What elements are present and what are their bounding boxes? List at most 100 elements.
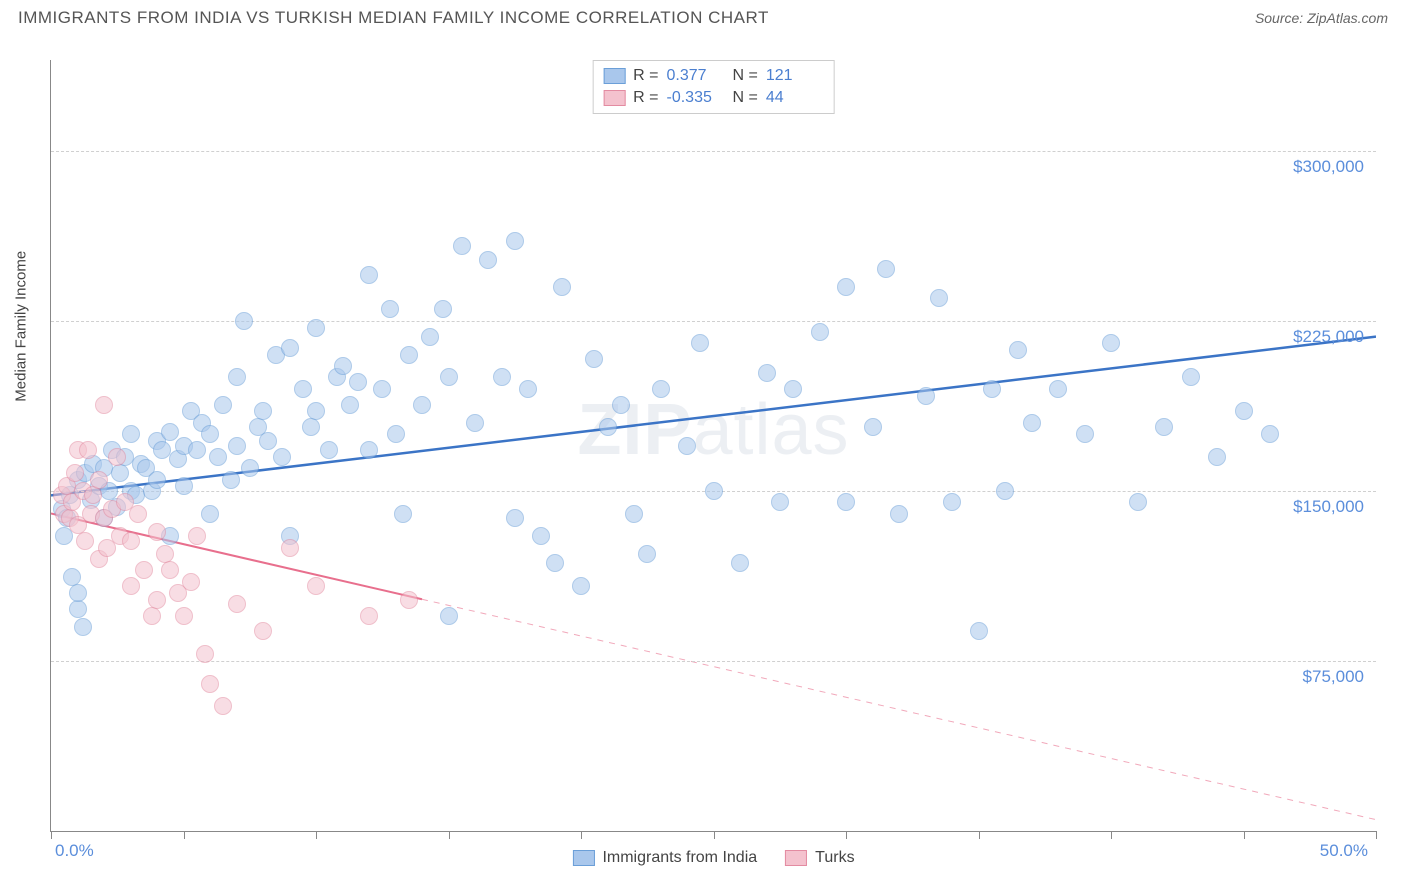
data-point bbox=[175, 477, 193, 495]
data-point bbox=[66, 464, 84, 482]
x-tick bbox=[449, 831, 450, 839]
y-tick-label: $300,000 bbox=[1293, 157, 1364, 177]
data-point bbox=[678, 437, 696, 455]
data-point bbox=[307, 319, 325, 337]
data-point bbox=[341, 396, 359, 414]
data-point bbox=[111, 464, 129, 482]
legend-label-1: Immigrants from India bbox=[602, 849, 757, 867]
data-point bbox=[519, 380, 537, 398]
data-point bbox=[890, 505, 908, 523]
y-tick-label: $75,000 bbox=[1303, 667, 1364, 687]
data-point bbox=[259, 432, 277, 450]
data-point bbox=[493, 368, 511, 386]
data-point bbox=[129, 505, 147, 523]
data-point bbox=[837, 493, 855, 511]
x-tick bbox=[1111, 831, 1112, 839]
data-point bbox=[943, 493, 961, 511]
data-point bbox=[76, 532, 94, 550]
x-tick bbox=[184, 831, 185, 839]
data-point bbox=[1129, 493, 1147, 511]
x-tick bbox=[1244, 831, 1245, 839]
y-tick-label: $225,000 bbox=[1293, 327, 1364, 347]
data-point bbox=[553, 278, 571, 296]
r-value-1: 0.377 bbox=[667, 67, 725, 85]
data-point bbox=[307, 402, 325, 420]
data-point bbox=[731, 554, 749, 572]
data-point bbox=[930, 289, 948, 307]
r-value-2: -0.335 bbox=[667, 89, 725, 107]
bottom-legend: Immigrants from India Turks bbox=[572, 849, 854, 867]
data-point bbox=[784, 380, 802, 398]
data-point bbox=[201, 505, 219, 523]
data-point bbox=[421, 328, 439, 346]
data-point bbox=[148, 591, 166, 609]
data-point bbox=[877, 260, 895, 278]
data-point bbox=[135, 561, 153, 579]
data-point bbox=[917, 387, 935, 405]
data-point bbox=[95, 396, 113, 414]
data-point bbox=[122, 577, 140, 595]
data-point bbox=[1076, 425, 1094, 443]
data-point bbox=[1049, 380, 1067, 398]
y-tick-label: $150,000 bbox=[1293, 497, 1364, 517]
data-point bbox=[970, 622, 988, 640]
data-point bbox=[546, 554, 564, 572]
data-point bbox=[691, 334, 709, 352]
data-point bbox=[320, 441, 338, 459]
data-point bbox=[307, 577, 325, 595]
data-point bbox=[983, 380, 1001, 398]
data-point bbox=[1208, 448, 1226, 466]
data-point bbox=[228, 368, 246, 386]
data-point bbox=[1235, 402, 1253, 420]
data-point bbox=[122, 532, 140, 550]
stats-row-series-1: R = 0.377 N = 121 bbox=[603, 65, 824, 87]
data-point bbox=[440, 607, 458, 625]
x-tick-label: 0.0% bbox=[55, 841, 94, 861]
data-point bbox=[400, 346, 418, 364]
data-point bbox=[254, 402, 272, 420]
watermark-atlas: atlas bbox=[692, 390, 849, 470]
chart-title: IMMIGRANTS FROM INDIA VS TURKISH MEDIAN … bbox=[18, 8, 769, 28]
data-point bbox=[771, 493, 789, 511]
data-point bbox=[196, 645, 214, 663]
data-point bbox=[585, 350, 603, 368]
data-point bbox=[228, 595, 246, 613]
data-point bbox=[466, 414, 484, 432]
data-point bbox=[74, 618, 92, 636]
data-point bbox=[440, 368, 458, 386]
data-point bbox=[182, 573, 200, 591]
data-point bbox=[572, 577, 590, 595]
data-point bbox=[705, 482, 723, 500]
x-tick-label: 50.0% bbox=[1320, 841, 1368, 861]
n-value-1: 121 bbox=[766, 67, 824, 85]
trend-lines-svg bbox=[51, 60, 1376, 831]
chart-area: Median Family Income ZIPatlas R = 0.377 … bbox=[50, 60, 1376, 832]
data-point bbox=[864, 418, 882, 436]
data-point bbox=[175, 607, 193, 625]
data-point bbox=[413, 396, 431, 414]
data-point bbox=[188, 441, 206, 459]
n-label-1: N = bbox=[733, 67, 758, 85]
data-point bbox=[996, 482, 1014, 500]
data-point bbox=[90, 471, 108, 489]
stats-row-series-2: R = -0.335 N = 44 bbox=[603, 87, 824, 109]
data-point bbox=[612, 396, 630, 414]
legend-swatch-1 bbox=[572, 850, 594, 866]
data-point bbox=[1261, 425, 1279, 443]
data-point bbox=[148, 471, 166, 489]
data-point bbox=[79, 441, 97, 459]
data-point bbox=[453, 237, 471, 255]
gridline-h bbox=[51, 661, 1376, 662]
data-point bbox=[394, 505, 412, 523]
data-point bbox=[209, 448, 227, 466]
swatch-series-1 bbox=[603, 68, 625, 84]
data-point bbox=[201, 425, 219, 443]
data-point bbox=[360, 441, 378, 459]
x-tick bbox=[1376, 831, 1377, 839]
data-point bbox=[758, 364, 776, 382]
data-point bbox=[360, 266, 378, 284]
data-point bbox=[400, 591, 418, 609]
data-point bbox=[334, 357, 352, 375]
x-tick bbox=[846, 831, 847, 839]
legend-item-1: Immigrants from India bbox=[572, 849, 757, 867]
